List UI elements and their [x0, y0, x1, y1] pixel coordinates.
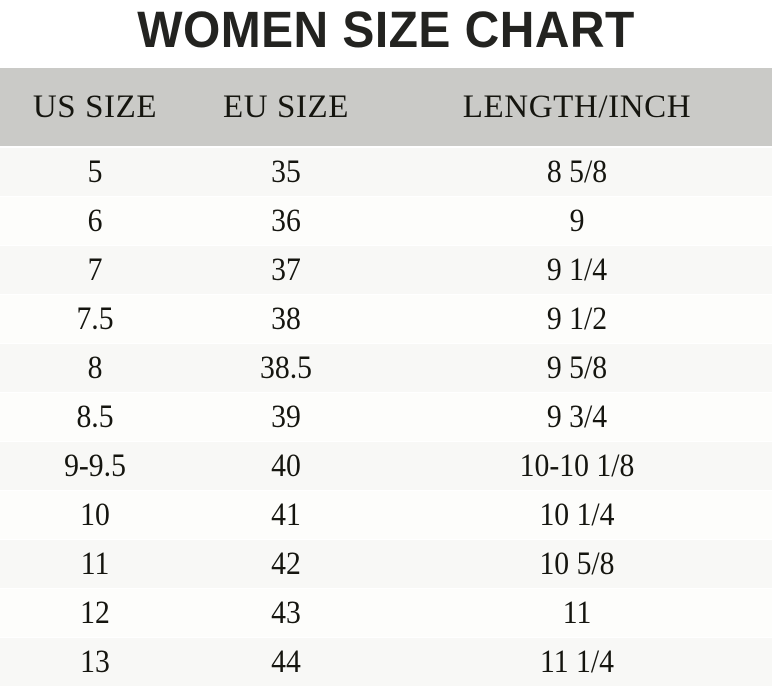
cell-us: 12: [80, 594, 110, 631]
cell-length: 10-10 1/8: [519, 447, 635, 484]
cell-length: 10 1/4: [539, 496, 615, 533]
cell-eu: 40: [271, 447, 301, 484]
table-row: 7.5 38 9 1/2: [0, 294, 772, 344]
table-row: 9-9.5 40 10-10 1/8: [0, 441, 772, 491]
cell-us: 10: [80, 496, 110, 533]
cell-us: 11: [80, 545, 110, 582]
cell-length: 8 5/8: [546, 153, 608, 190]
table-row: 12 43 11: [0, 588, 772, 638]
cell-eu: 42: [271, 545, 301, 582]
table-row: 11 42 10 5/8: [0, 539, 772, 589]
cell-eu: 43: [271, 594, 301, 631]
cell-length: 9 1/4: [546, 251, 608, 288]
cell-us: 13: [80, 643, 110, 680]
cell-eu: 38.5: [260, 349, 312, 386]
cell-us: 9-9.5: [64, 447, 126, 484]
table-row: 5 35 8 5/8: [0, 147, 772, 197]
column-header-eu-size: EU SIZE: [222, 88, 350, 125]
cell-us: 7.5: [76, 300, 114, 337]
table-body: 5 35 8 5/8 6 36 9 7 37 9 1/4 7.5 38 9 1/2 8 38.5 9 5/8…: [0, 147, 772, 686]
cell-us: 6: [87, 202, 103, 239]
table-row: 8.5 39 9 3/4: [0, 392, 772, 442]
cell-eu: 41: [271, 496, 301, 533]
table-row: 8 38.5 9 5/8: [0, 343, 772, 393]
cell-eu: 39: [271, 398, 301, 435]
size-chart-table: US SIZE EU SIZE LENGTH/INCH 5 35 8 5/8 6 36 9…: [0, 68, 772, 686]
table-row: 13 44 11 1/4: [0, 637, 772, 686]
table-header-row: US SIZE EU SIZE LENGTH/INCH: [0, 68, 772, 147]
table-row: 10 41 10 1/4: [0, 490, 772, 540]
cell-us: 8.5: [76, 398, 114, 435]
cell-us: 8: [87, 349, 103, 386]
cell-length: 9 3/4: [546, 398, 608, 435]
table-row: 6 36 9: [0, 196, 772, 246]
cell-eu: 44: [271, 643, 301, 680]
cell-eu: 36: [271, 202, 301, 239]
cell-us: 5: [87, 153, 103, 190]
cell-length: 10 5/8: [539, 545, 615, 582]
cell-eu: 35: [271, 153, 301, 190]
table-header: US SIZE EU SIZE LENGTH/INCH: [0, 68, 772, 147]
cell-length: 9: [569, 202, 585, 239]
cell-length: 9 1/2: [546, 300, 608, 337]
column-header-length-inch: LENGTH/INCH: [462, 88, 692, 125]
cell-length: 11 1/4: [540, 643, 614, 680]
cell-length: 11: [562, 594, 592, 631]
column-header-us-size: US SIZE: [32, 88, 158, 125]
page-title: WOMEN SIZE CHART: [137, 1, 635, 58]
cell-length: 9 5/8: [546, 349, 608, 386]
table-row: 7 37 9 1/4: [0, 245, 772, 295]
cell-eu: 38: [271, 300, 301, 337]
cell-eu: 37: [271, 251, 301, 288]
cell-us: 7: [87, 251, 103, 288]
